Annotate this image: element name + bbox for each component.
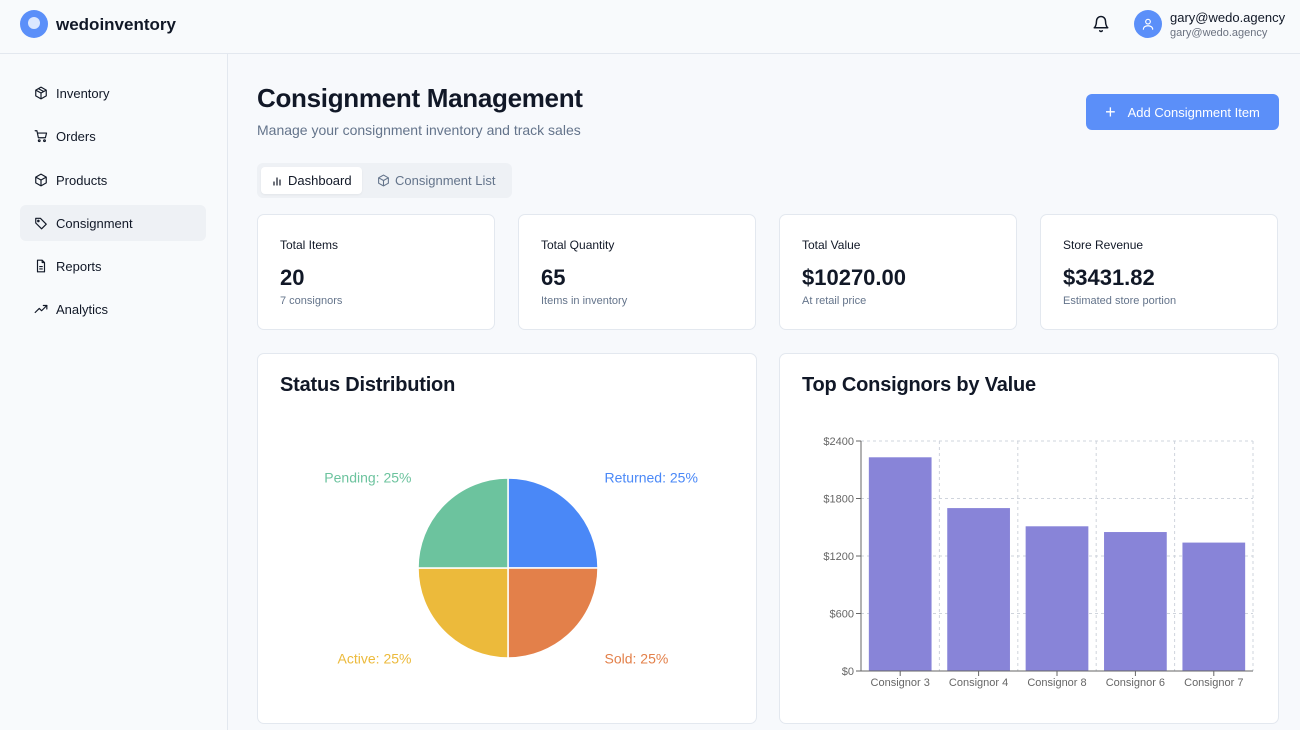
user-email: gary@wedo.agency — [1170, 27, 1268, 39]
page-subtitle: Manage your consignment inventory and tr… — [257, 122, 581, 138]
sidebar-item-label: Inventory — [56, 85, 110, 101]
x-tick-label: Consignor 6 — [1106, 677, 1165, 689]
pie-slice-returned[interactable] — [507, 477, 599, 569]
bell-icon[interactable] — [1092, 15, 1110, 33]
pie-label-sold: Sold: 25% — [605, 651, 669, 667]
stat-value: 20 — [280, 265, 305, 290]
trend-icon — [34, 304, 48, 314]
box-icon — [35, 86, 47, 100]
stat-label: Total Items — [280, 238, 339, 252]
tab-consignment-list[interactable]: Consignment List — [367, 167, 505, 194]
pie-slice-active[interactable] — [417, 567, 509, 659]
plus-icon: + — [1105, 102, 1116, 122]
status-distribution-title: Status Distribution — [280, 374, 456, 396]
sidebar-item-label: Reports — [56, 258, 102, 274]
logo-icon — [20, 10, 48, 38]
tag-icon — [35, 217, 47, 230]
file-icon — [36, 259, 46, 273]
x-tick-label: Consignor 7 — [1184, 677, 1243, 689]
stat-subtext: Items in inventory — [541, 295, 628, 307]
package-icon — [378, 174, 389, 187]
sidebar: Inventory Orders Products Consignment Re… — [0, 54, 228, 730]
x-tick-label: Consignor 3 — [871, 677, 930, 689]
stat-card-total-quantity: Total Quantity 65 Items in inventory — [518, 214, 756, 330]
sidebar-item-label: Consignment — [56, 215, 133, 231]
pie-slice-pending[interactable] — [417, 477, 509, 569]
status-distribution-chart: Returned: 25% Sold: 25% Active: 25% Pending… — [324, 469, 698, 667]
view-tabs: Dashboard Consignment List — [257, 163, 512, 198]
y-tick-label: $0 — [842, 666, 854, 678]
y-tick-label: $1200 — [823, 551, 854, 563]
stat-label: Total Value — [802, 238, 861, 252]
package-icon — [35, 173, 47, 187]
sidebar-item-inventory[interactable]: Inventory — [20, 75, 206, 111]
page-title: Consignment Management — [257, 83, 583, 113]
bar-consignor-6[interactable] — [1104, 532, 1167, 671]
cart-icon — [34, 130, 48, 143]
sidebar-item-orders[interactable]: Orders — [20, 118, 206, 154]
bar-consignor-8[interactable] — [1025, 526, 1089, 671]
top-bar: wedoinventory gary@wedo.agency gary@wedo… — [0, 0, 1300, 54]
sidebar-item-analytics[interactable]: Analytics — [20, 291, 206, 327]
y-tick-label: $2400 — [823, 436, 854, 448]
add-consignment-button[interactable]: + Add Consignment Item — [1086, 94, 1279, 130]
sidebar-item-products[interactable]: Products — [20, 162, 206, 198]
top-consignors-chart: $0 $600 $1200 $1800 $2400 Consignor 3 Consigno… — [823, 436, 1254, 689]
pie-label-returned: Returned: 25% — [605, 469, 698, 485]
add-consignment-label: Add Consignment Item — [1127, 104, 1260, 120]
pie-slice-sold[interactable] — [507, 567, 599, 659]
stat-label: Store Revenue — [1063, 238, 1144, 252]
pie-label-pending: Pending: 25% — [324, 469, 411, 485]
stat-card-total-value: Total Value $10270.00 At retail price — [779, 214, 1017, 330]
sidebar-item-label: Orders — [56, 128, 96, 144]
stat-card-total-items: Total Items 20 7 consignors — [257, 214, 495, 330]
sidebar-item-consignment[interactable]: Consignment — [20, 205, 206, 241]
stat-subtext: 7 consignors — [280, 295, 343, 307]
top-consignors-panel: $0 $600 $1200 $1800 $2400 Consignor 3 Consigno… — [779, 353, 1279, 724]
y-tick-label: $600 — [830, 609, 854, 621]
bar-chart-icon — [273, 176, 281, 186]
bar-consignor-7[interactable] — [1182, 542, 1246, 671]
stat-value: $10270.00 — [802, 265, 906, 290]
sidebar-item-reports[interactable]: Reports — [20, 248, 206, 284]
top-consignors-title: Top Consignors by Value — [802, 374, 1036, 396]
x-tick-label: Consignor 8 — [1027, 677, 1086, 689]
x-tick-label: Consignor 4 — [949, 677, 1008, 689]
bar-consignor-3[interactable] — [868, 457, 932, 671]
status-distribution-panel: Returned: 25% Sold: 25% Active: 25% Pending… — [257, 353, 757, 724]
stat-subtext: Estimated store portion — [1063, 295, 1177, 307]
pie-label-active: Active: 25% — [338, 651, 412, 667]
stat-card-store-revenue: Store Revenue $3431.82 Estimated store p… — [1040, 214, 1278, 330]
sidebar-item-label: Analytics — [56, 301, 109, 317]
bar-consignor-4[interactable] — [947, 508, 1010, 671]
tab-label: Consignment List — [395, 173, 496, 188]
tab-dashboard[interactable]: Dashboard — [261, 167, 362, 194]
stat-label: Total Quantity — [541, 238, 615, 252]
stat-subtext: At retail price — [802, 295, 867, 307]
brand-name: wedoinventory — [56, 15, 176, 34]
user-icon — [1142, 18, 1154, 30]
stat-value: $3431.82 — [1063, 265, 1155, 290]
y-tick-label: $1800 — [823, 494, 854, 506]
tab-label: Dashboard — [288, 173, 352, 188]
avatar[interactable] — [1134, 10, 1162, 38]
stat-value: 65 — [541, 265, 566, 290]
user-name[interactable]: gary@wedo.agency — [1170, 10, 1286, 25]
sidebar-item-label: Products — [56, 172, 108, 188]
